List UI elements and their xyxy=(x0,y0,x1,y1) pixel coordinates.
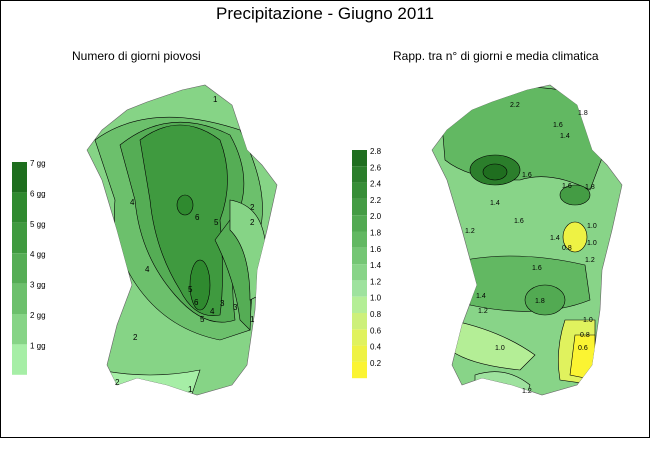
legend-swatch xyxy=(12,162,27,193)
contour-label: 1.0 xyxy=(587,240,597,247)
page-title: Precipitazione - Giugno 2011 xyxy=(216,4,434,23)
contour-label: 1.0 xyxy=(587,223,597,230)
contour-label: 1.4 xyxy=(476,293,486,300)
legend-label: 2 gg xyxy=(30,311,46,320)
legend-swatch xyxy=(352,231,367,248)
contour-label: 2 xyxy=(133,333,138,342)
legend-label: 2.6 xyxy=(370,163,382,172)
contour-label: 4 xyxy=(130,198,135,207)
contour-label: 1.2 xyxy=(585,257,595,264)
contour-label: 1.4 xyxy=(490,200,500,207)
legend-label: 2.4 xyxy=(370,180,382,189)
contour-label: 0.6 xyxy=(578,345,588,352)
legend-swatch xyxy=(352,150,367,167)
legend-label: 1.6 xyxy=(370,245,382,254)
legend-swatch xyxy=(352,345,367,362)
legend-label: 1.4 xyxy=(370,261,382,270)
right-map-subtitle: Rapp. tra n° di giorni e media climatica xyxy=(393,49,599,63)
legend-swatch xyxy=(352,247,367,265)
legend-swatch xyxy=(12,314,27,345)
left-contour-labels: 1 2 3 4 5 6 4 5 2 1 2 6 5 4 3 2 1 xyxy=(115,95,255,394)
legend-swatch xyxy=(12,222,27,254)
contour-label: 1 xyxy=(250,315,255,324)
legend-label: 0.6 xyxy=(370,326,382,335)
contour-label: 2 xyxy=(250,218,255,227)
legend-swatch xyxy=(12,283,27,314)
contour-label: 1.8 xyxy=(585,184,595,191)
legend-label: 1.2 xyxy=(370,277,382,286)
legend-swatch xyxy=(352,264,367,281)
contour-label: 5 xyxy=(188,285,193,294)
contour-label: 4 xyxy=(145,265,150,274)
legend-swatch xyxy=(352,361,367,379)
legend-label: 3 gg xyxy=(30,281,46,290)
legend-swatch xyxy=(12,192,27,223)
legend-label: 1.0 xyxy=(370,294,382,303)
legend-swatch xyxy=(352,296,367,313)
legend-label: 2.8 xyxy=(370,147,382,156)
contour-label: 1.0 xyxy=(583,317,593,324)
contour-label: 0.8 xyxy=(562,245,572,252)
legend-label: 4 gg xyxy=(30,250,46,259)
legend-swatch xyxy=(12,253,27,284)
contour-label: 1 xyxy=(213,95,218,104)
legend-label: 6 gg xyxy=(30,189,46,198)
legend-label: 2.0 xyxy=(370,212,382,221)
contour-label: 4 xyxy=(210,307,215,316)
contour-label: 1.6 xyxy=(553,122,563,129)
contour-label: 3 xyxy=(233,303,238,312)
left-map: 1 2 3 4 5 6 4 5 2 1 2 6 5 4 3 2 1 xyxy=(86,84,278,396)
contour-label: 5 xyxy=(214,218,219,227)
legend-label: 7 gg xyxy=(30,159,46,168)
contour-label: 1.6 xyxy=(532,265,542,272)
contour-label: 6 xyxy=(194,298,199,307)
legend-label: 1.8 xyxy=(370,229,382,238)
contour-label: 1.2 xyxy=(522,388,532,395)
contour-label: 1.6 xyxy=(522,172,532,179)
legend-swatch xyxy=(352,215,367,232)
contour-label: 5 xyxy=(200,315,205,324)
contour-label: 1.8 xyxy=(578,110,588,117)
legend-swatch xyxy=(352,166,367,183)
contour-label: 1.2 xyxy=(478,308,488,315)
contour-label: 1.6 xyxy=(562,183,572,190)
contour-label: 1.6 xyxy=(514,218,524,225)
legend-swatch xyxy=(352,182,367,199)
contour-label: 1 xyxy=(188,385,193,394)
legend-swatch xyxy=(352,329,367,346)
contour-label: 2 xyxy=(250,203,255,212)
contour-label: 1.0 xyxy=(495,345,505,352)
right-contour-labels: 2.2 1.8 1.6 1.4 1.2 1.0 0.8 1.6 1.4 1.8 … xyxy=(465,102,597,395)
contour-label: 6 xyxy=(195,213,200,222)
legend-label: 5 gg xyxy=(30,220,46,229)
legend-label: 2.2 xyxy=(370,196,382,205)
legend-label: 1 gg xyxy=(30,341,46,350)
legend-swatch xyxy=(352,313,367,330)
contour-label: 2.2 xyxy=(510,102,520,109)
right-map: 2.2 1.8 1.6 1.4 1.2 1.0 0.8 1.6 1.4 1.8 … xyxy=(431,84,623,396)
right-legend: 2.8 2.6 2.4 2.2 2.0 1.8 1.6 1.4 1.2 1.0 0.8 0.6 0.4 0… xyxy=(352,147,382,379)
contour-label: 1.4 xyxy=(550,235,560,242)
left-legend: 7 gg 6 gg 5 gg 4 gg 3 gg 2 gg 1 gg xyxy=(12,159,46,375)
contour-label: 1.2 xyxy=(465,228,475,235)
left-map-subtitle: Numero di giorni piovosi xyxy=(72,49,201,63)
contour-label: 0.8 xyxy=(580,332,590,339)
legend-swatch xyxy=(352,280,367,297)
legend-swatch xyxy=(352,198,367,216)
contour-label: 1.4 xyxy=(560,133,570,140)
legend-label: 0.4 xyxy=(370,343,382,352)
legend-label: 0.8 xyxy=(370,310,382,319)
contour-label: 2 xyxy=(115,378,120,387)
legend-label: 0.2 xyxy=(370,359,382,368)
contour-label: 1.8 xyxy=(535,298,545,305)
legend-swatch xyxy=(12,344,27,375)
contour-label: 3 xyxy=(220,299,225,308)
